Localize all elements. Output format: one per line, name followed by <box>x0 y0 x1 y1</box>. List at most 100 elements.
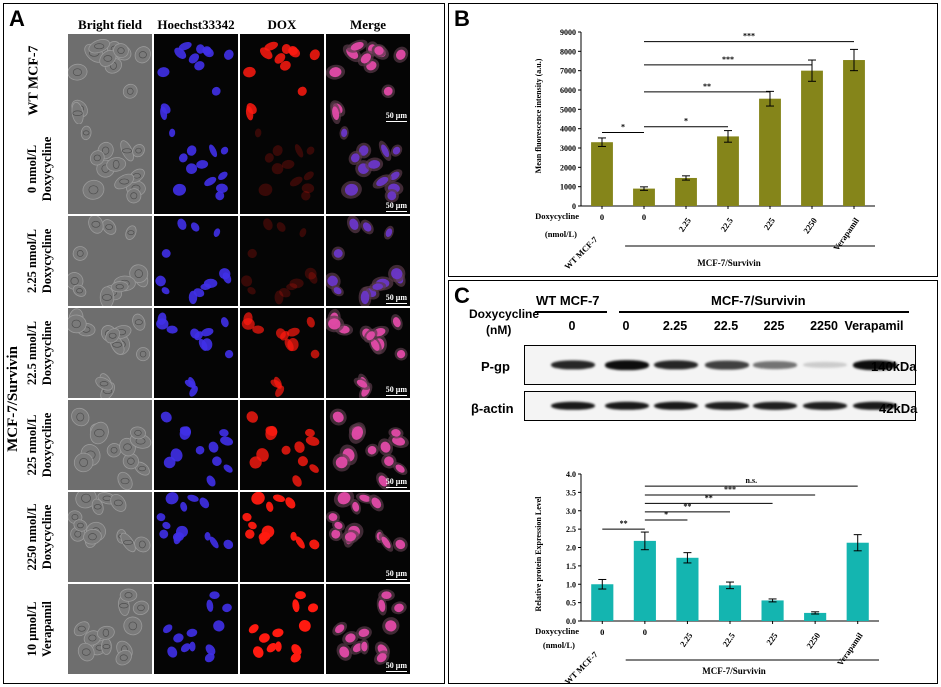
scale-bar-label: 50 μm <box>385 292 407 302</box>
x-tick-label: 22.5 <box>718 216 735 234</box>
nucleus-blue <box>160 411 172 423</box>
bar <box>591 142 613 206</box>
nucleus-blue <box>206 599 214 612</box>
cell-nucleus <box>123 443 132 451</box>
cell-nucleus <box>76 288 83 294</box>
micrograph-hoechst <box>154 308 238 398</box>
bar-chart-protein-expression: Relative protein Expression Level Doxycy… <box>534 470 879 683</box>
x-tick-label: 0 <box>642 212 646 222</box>
micrograph-merge: 50 μm <box>326 584 410 674</box>
y-tick-label: 0.0 <box>566 617 576 626</box>
nucleus-merge <box>328 318 341 330</box>
nucleus-blue <box>220 146 229 155</box>
nucleus-red <box>242 512 252 522</box>
nucleus-red <box>263 218 273 231</box>
y-tick-label: 4000 <box>560 125 576 134</box>
nucleus-blue <box>184 379 196 388</box>
nucleus-blue <box>204 176 217 187</box>
nucleus-merge <box>378 475 388 487</box>
micrograph-canvas <box>241 218 318 305</box>
scale-bar-line <box>385 394 407 396</box>
cell-nucleus <box>72 110 83 116</box>
micrograph-canvas <box>73 588 150 666</box>
nucleus-merge <box>359 494 371 502</box>
micrograph-merge: 50 μm <box>326 216 410 306</box>
scale-bar: 50 μm <box>385 292 407 304</box>
micrograph-hoechst <box>154 34 238 124</box>
micrograph-canvas <box>71 407 152 490</box>
significance-label: *** <box>724 485 736 494</box>
panel-b-label: B <box>454 6 470 31</box>
nucleus-blue <box>195 446 205 455</box>
scale-bar-line <box>385 302 407 304</box>
cell-outline <box>68 63 88 81</box>
x-tick-label: 225 <box>762 216 778 232</box>
nucleus-red <box>254 128 262 138</box>
nucleus-blue <box>177 218 187 230</box>
cell-nucleus <box>138 540 146 549</box>
cell-outline <box>97 625 115 640</box>
scale-bar: 50 μm <box>385 477 407 488</box>
blot-lane-label: 22.5 <box>713 319 739 333</box>
cell-nucleus <box>81 648 91 656</box>
row-label-drug: Doxycycline <box>40 504 54 570</box>
nucleus-red <box>279 60 291 71</box>
cell-outline <box>80 125 92 141</box>
nucleus-red <box>258 633 270 643</box>
nucleus-merge <box>332 411 344 423</box>
x-tick-label: 22.5 <box>720 631 737 649</box>
cell-nucleus <box>120 477 130 485</box>
nucleus-merge <box>352 501 360 512</box>
y-tick-label: 4.0 <box>566 470 576 479</box>
x-row-unit: (nmol/L) <box>545 229 577 239</box>
bar <box>675 177 697 206</box>
blot-band <box>654 360 698 370</box>
scale-bar: 50 μm <box>385 111 407 122</box>
cell-nucleus <box>128 621 138 631</box>
x-tick-label: 2250 <box>804 631 822 651</box>
cell-outline <box>88 216 104 234</box>
cell-nucleus <box>102 644 111 650</box>
scale-bar-line <box>385 120 407 122</box>
micrograph-canvas <box>68 492 151 553</box>
column-header-bright-field: Bright field <box>78 17 142 32</box>
cell-outline <box>75 492 97 509</box>
x-tick-label: 0 <box>600 212 604 222</box>
micrograph-brightfield <box>68 124 152 214</box>
cell-nucleus <box>123 539 134 545</box>
micrograph-brightfield <box>68 400 152 490</box>
cell-outline <box>113 43 129 59</box>
bar <box>633 188 655 206</box>
column-header-merge: Merge <box>349 17 387 32</box>
scale-bar: 50 μm <box>385 661 407 672</box>
micrograph-dox <box>240 34 324 124</box>
nucleus-merge <box>380 441 391 453</box>
nucleus-merge <box>381 536 391 549</box>
cell-nucleus <box>94 428 105 438</box>
blot-band <box>753 401 797 411</box>
cell-outline <box>88 39 110 54</box>
micrograph-canvas <box>248 591 319 663</box>
micrograph-canvas <box>169 128 229 201</box>
nucleus-red <box>274 53 286 64</box>
micrograph-canvas <box>326 308 408 398</box>
blot-lane-label: 225 <box>763 319 785 333</box>
nucleus-red <box>295 536 305 549</box>
actin-row-label: β-actin <box>471 401 514 416</box>
nucleus-red <box>289 176 303 187</box>
blot-lane-label: 0 <box>568 319 576 333</box>
cell-outline <box>132 313 146 331</box>
y-tick-label: 6000 <box>560 86 576 95</box>
micrograph-canvas <box>254 128 315 201</box>
row-label-group-mcf7-survivin: MCF-7/Survivin <box>5 346 21 452</box>
blot-band <box>803 401 847 411</box>
micrograph-canvas <box>242 492 320 550</box>
pgp-row-label: P-gp <box>481 359 510 374</box>
cell-nucleus <box>71 319 81 329</box>
scale-bar-line <box>385 578 407 580</box>
micrograph-canvas <box>68 308 151 398</box>
nucleus-red <box>303 171 314 181</box>
micrograph-canvas <box>246 411 320 487</box>
nucleus-merge <box>392 146 401 155</box>
cell-nucleus <box>77 625 86 632</box>
